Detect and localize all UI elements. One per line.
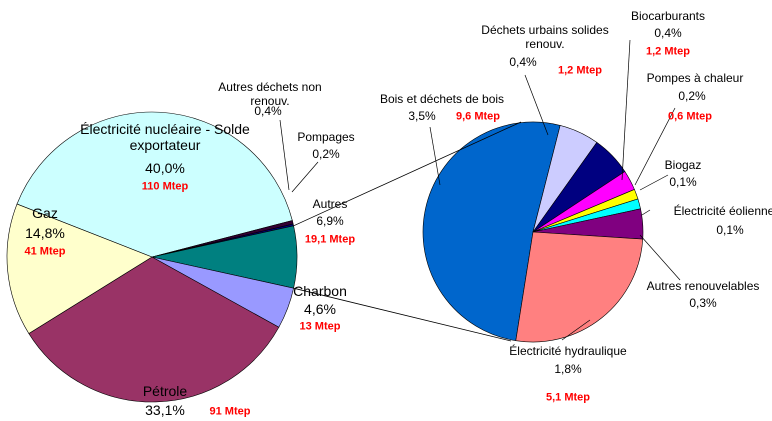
slice-label: Pompes à chaleur [646, 71, 744, 86]
connector-line [293, 287, 512, 342]
leader-line [561, 319, 591, 341]
leader-line [429, 126, 441, 186]
slice-label: Bois et déchets de bois [379, 92, 505, 107]
percent-label: 0,2% [312, 147, 340, 162]
pie-slice [6, 203, 153, 334]
mtep-label: 41 Mtep [24, 245, 66, 258]
slice-label: Gaz [32, 204, 58, 221]
percent-label: 0,3% [689, 296, 717, 311]
mtep-label: 91 Mtep [209, 405, 251, 418]
mtep-label: 1,2 Mtep [557, 64, 603, 77]
percent-label: 3,5% [408, 109, 436, 124]
slice-label: Pompages [297, 130, 355, 145]
slice-label: Autres déchets non renouv. [218, 80, 322, 108]
pie-slice [16, 111, 293, 258]
mtep-label: 0,6 Mtep [667, 110, 713, 123]
pie-slice [422, 121, 561, 341]
slice-label: Charbon [293, 282, 347, 299]
leader-line [641, 209, 651, 216]
percent-label: 0,1% [716, 223, 744, 238]
slice-label: Biocarburants [630, 9, 706, 24]
connector-line [293, 121, 522, 227]
percent-label: 0,4% [509, 55, 537, 70]
pie-slice [28, 256, 280, 403]
mtep-label: 13 Mtep [299, 320, 341, 333]
percent-label: 0,2% [678, 89, 706, 104]
mtep-label: 1,2 Mtep [645, 45, 691, 58]
leader-line [639, 234, 681, 281]
mtep-label: 9,6 Mtep [455, 110, 501, 123]
leader-line [291, 161, 319, 193]
percent-label: 33,1% [145, 401, 185, 418]
leader-line [524, 74, 549, 136]
percent-label: 4,6% [304, 300, 336, 317]
percent-label: 0,4% [254, 104, 282, 119]
mtep-label: 110 Mtep [141, 180, 189, 193]
leader-line [639, 174, 669, 191]
slice-label: Autres renouvelables [646, 279, 760, 294]
leader-line [621, 39, 631, 181]
leader-line [634, 107, 676, 186]
slice-label: Déchets urbains solides renouv. [481, 23, 609, 51]
slice-label: Électricité hydraulique [509, 344, 627, 359]
mtep-label: 19,1 Mtep [304, 233, 356, 246]
slice-label: Biogaz [664, 158, 702, 173]
percent-label: 1,8% [554, 362, 582, 377]
percent-label: 0,4% [654, 26, 682, 41]
pie-slice [515, 231, 644, 343]
percent-label: 14,8% [25, 224, 65, 241]
slice-label: Autres [312, 197, 348, 212]
mtep-label: 5,1 Mtep [545, 391, 591, 404]
slice-label: Électricité éolienne [673, 204, 772, 219]
slice-label: Pétrole [142, 382, 188, 399]
percent-label: 40,0% [145, 159, 185, 176]
slice-label: Électricité nucléaire - Solde exportateu… [80, 120, 250, 153]
leader-line [279, 119, 290, 191]
percent-label: 0,1% [669, 175, 697, 190]
percent-label: 6,9% [316, 214, 344, 229]
